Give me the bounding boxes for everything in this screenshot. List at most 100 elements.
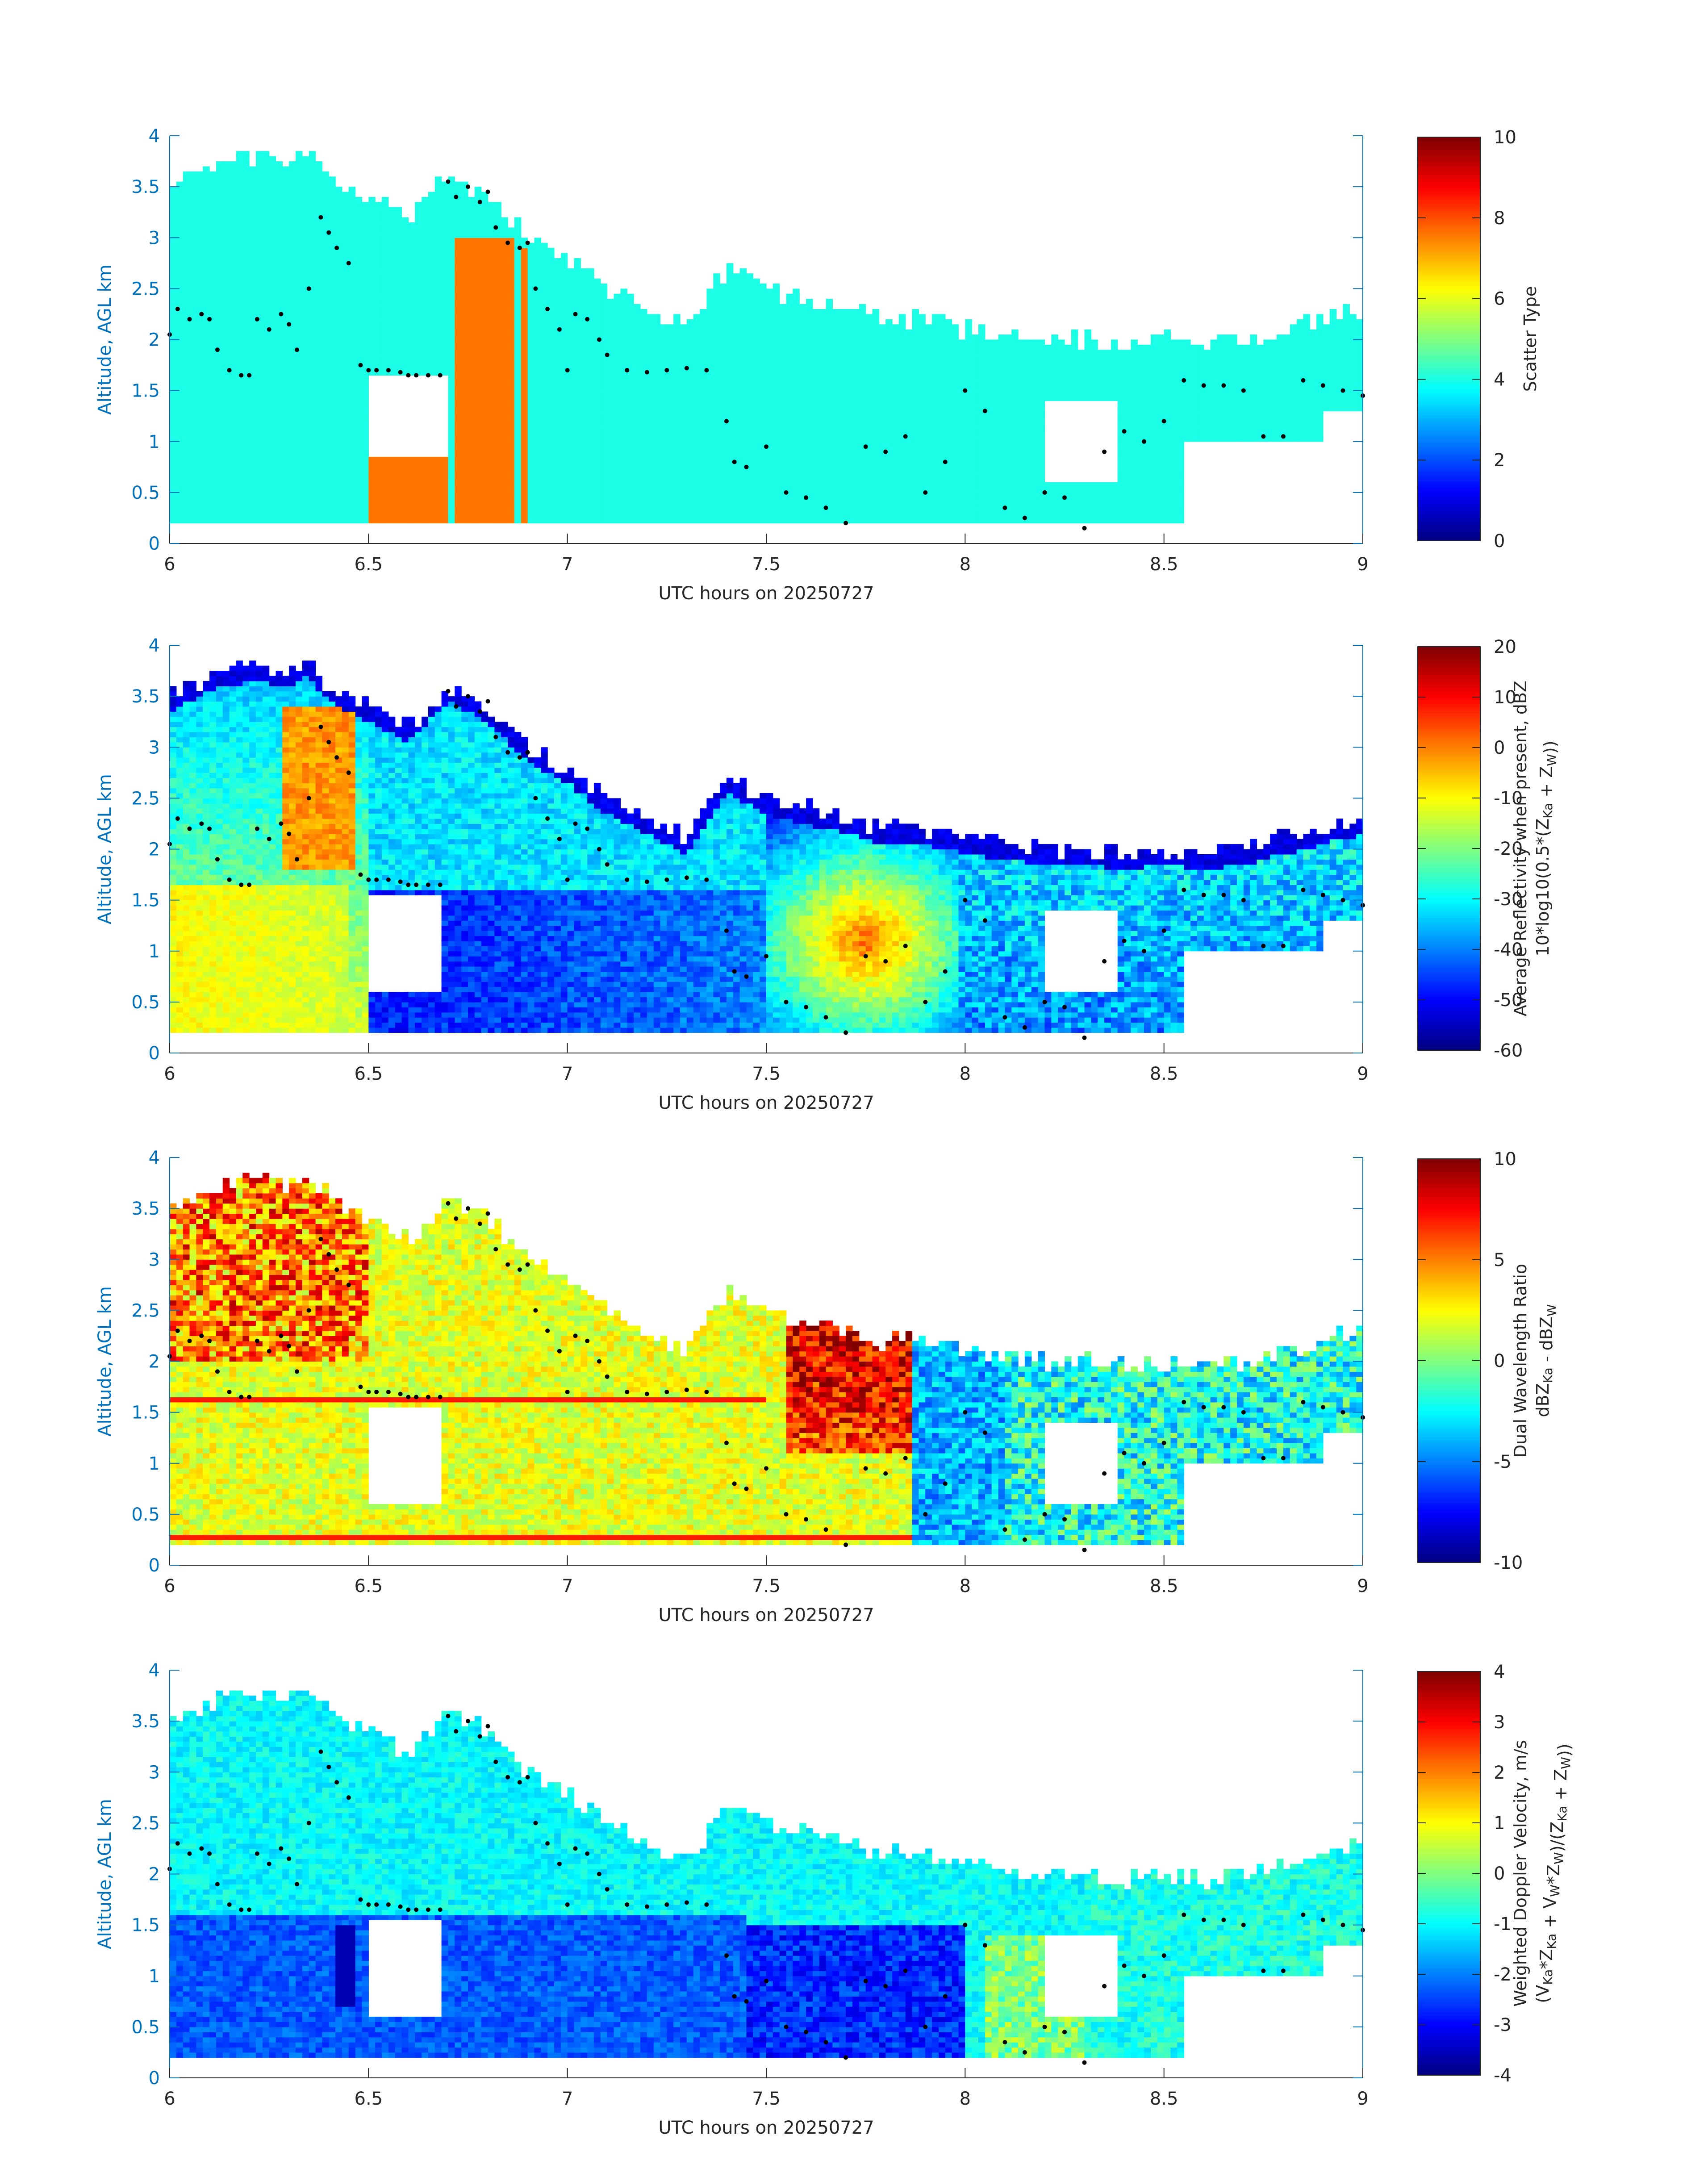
heatmap-cell <box>223 482 230 488</box>
heatmap-cell <box>349 462 355 467</box>
heatmap-cell <box>223 192 230 197</box>
heatmap-cell <box>183 503 190 508</box>
heatmap-cell <box>349 202 355 207</box>
heatmap-cell <box>408 482 415 488</box>
heatmap-cell <box>455 426 461 432</box>
heatmap-cell <box>620 411 627 416</box>
heatmap-cell <box>256 355 263 360</box>
heatmap-cell <box>276 222 283 228</box>
heatmap-cell <box>673 375 680 380</box>
heatmap-cell <box>269 421 276 426</box>
heatmap-cell <box>316 467 322 472</box>
heatmap-cell <box>428 457 435 462</box>
heatmap-cell <box>209 426 216 432</box>
heatmap-cell <box>501 518 508 523</box>
heatmap-cell <box>547 248 554 253</box>
heatmap-cell <box>408 518 415 523</box>
heatmap-cell <box>382 493 388 498</box>
heatmap-cell <box>422 207 428 213</box>
heatmap-cell <box>640 350 647 355</box>
heatmap-cell <box>402 340 409 345</box>
heatmap-cell <box>481 314 488 319</box>
heatmap-cell <box>316 227 322 233</box>
heatmap-cell <box>230 197 236 202</box>
heatmap-cell <box>302 385 309 391</box>
heatmap-cell <box>475 187 481 192</box>
heatmap-cell <box>528 334 535 340</box>
heatmap-cell <box>720 309 727 314</box>
heatmap-cell <box>455 284 461 289</box>
heatmap-cell <box>706 503 713 508</box>
heatmap-cell <box>554 431 561 437</box>
heatmap-cell <box>382 472 388 477</box>
heatmap-cell <box>580 350 587 355</box>
heatmap-cell <box>733 375 740 380</box>
heatmap-cell <box>594 391 601 396</box>
heatmap-cell <box>382 299 388 304</box>
heatmap-cell <box>514 227 521 233</box>
heatmap-cell <box>342 248 349 253</box>
heatmap-cell <box>335 238 342 243</box>
heatmap-cell <box>322 207 329 213</box>
heatmap-cell <box>395 355 402 360</box>
heatmap-cell <box>203 431 209 437</box>
heatmap-cell <box>448 248 455 253</box>
heatmap-cell <box>282 350 289 355</box>
heatmap-cell <box>468 222 475 228</box>
heatmap-cell <box>209 396 216 401</box>
heatmap-cell <box>236 212 242 217</box>
heatmap-cell <box>335 314 342 319</box>
heatmap-cell <box>733 360 740 365</box>
heatmap-cell <box>455 467 461 472</box>
heatmap-cell <box>362 487 368 493</box>
heatmap-cell <box>574 431 581 437</box>
heatmap-cell <box>713 314 720 319</box>
heatmap-cell <box>183 497 190 503</box>
heatmap-cell <box>574 375 581 380</box>
heatmap-cell <box>368 330 375 335</box>
heatmap-cell <box>740 391 747 396</box>
heatmap-cell <box>481 202 488 207</box>
heatmap-cell <box>514 319 521 325</box>
heatmap-cell <box>528 447 535 452</box>
heatmap-cell <box>521 416 528 422</box>
heatmap-cell <box>316 288 322 294</box>
heatmap-cell <box>733 447 740 452</box>
heatmap-cell <box>428 477 435 483</box>
heatmap-cell <box>375 222 382 228</box>
heatmap-cell <box>203 192 209 197</box>
heatmap-cell <box>601 508 607 513</box>
heatmap-cell <box>342 268 349 274</box>
heatmap-cell <box>183 360 190 365</box>
heatmap-cell <box>402 513 409 518</box>
heatmap-cell <box>276 462 283 467</box>
heatmap-cell <box>448 258 455 263</box>
heatmap-cell <box>727 401 733 406</box>
heatmap-cell <box>388 309 395 314</box>
heatmap-cell <box>673 411 680 416</box>
heatmap-cell <box>302 161 309 167</box>
heatmap-cell <box>329 436 335 442</box>
heatmap-cell <box>223 161 230 167</box>
heatmap-cell <box>289 233 296 238</box>
heatmap-cell <box>587 345 594 350</box>
heatmap-cell <box>680 513 687 518</box>
heatmap-cell <box>349 416 355 422</box>
heatmap-cell <box>236 442 242 447</box>
heatmap-cell <box>713 391 720 396</box>
heatmap-cell <box>216 314 223 319</box>
heatmap-cell <box>627 314 634 319</box>
heatmap-cell <box>329 380 335 386</box>
heatmap-cell <box>442 192 448 197</box>
heatmap-cell <box>170 212 176 217</box>
heatmap-cell <box>316 161 322 167</box>
heatmap-cell <box>534 513 541 518</box>
heatmap-cell <box>342 365 349 371</box>
heatmap-cell <box>607 345 614 350</box>
heatmap-cell <box>422 513 428 518</box>
heatmap-cell <box>329 447 335 452</box>
heatmap-cell <box>620 436 627 442</box>
heatmap-cell <box>282 222 289 228</box>
heatmap-cell <box>508 340 514 345</box>
heatmap-cell <box>547 442 554 447</box>
